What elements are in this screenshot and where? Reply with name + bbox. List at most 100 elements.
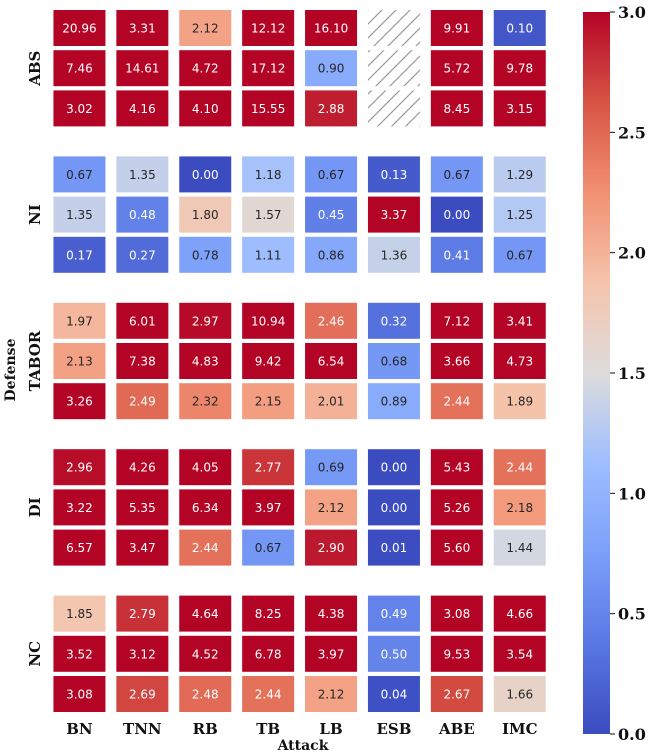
cell-value-label: 2.69 xyxy=(129,688,156,702)
cell-value-label: 3.15 xyxy=(506,102,533,116)
heatmap-cell xyxy=(493,302,546,339)
heatmap-cell xyxy=(493,676,546,712)
cell-value-label: 2.12 xyxy=(192,22,219,36)
colorbar-tick-label: 1.5 xyxy=(618,364,646,383)
cell-value-label: 2.44 xyxy=(506,461,533,475)
heatmap-cell xyxy=(242,449,295,486)
heatmap-cell xyxy=(493,10,546,46)
cell-value-label: 7.46 xyxy=(66,62,93,76)
heatmap-cell xyxy=(116,343,169,379)
cell-value-label: 1.89 xyxy=(506,395,533,409)
heatmap-cell xyxy=(493,156,546,193)
heatmap-cell xyxy=(305,595,358,632)
heatmap-cell xyxy=(367,156,420,193)
cell-value-label: 2.18 xyxy=(506,501,533,515)
heatmap-cell xyxy=(179,302,232,339)
heatmap-cell xyxy=(430,156,483,193)
x-tick-label: LB xyxy=(319,720,342,738)
heatmap-cell xyxy=(305,50,358,87)
cell-value-label: 5.72 xyxy=(443,62,470,76)
heatmap-cell xyxy=(430,343,483,379)
cell-value-label: 0.00 xyxy=(381,461,408,475)
cell-value-label: 0.90 xyxy=(318,62,345,76)
heatmap-cell xyxy=(179,595,232,632)
colorbar-tick-label: 0.0 xyxy=(618,725,646,744)
heatmap-cell xyxy=(430,50,483,87)
cell-value-label: 10.94 xyxy=(251,314,285,328)
colorbar-tick-label: 1.0 xyxy=(618,484,646,503)
cell-value-label: 9.91 xyxy=(443,22,470,36)
heatmap-cell xyxy=(53,635,106,672)
cell-value-label: 0.67 xyxy=(255,541,282,555)
heatmap-cell xyxy=(430,449,483,486)
heatmap-cell xyxy=(116,595,169,632)
cell-value-label: 0.67 xyxy=(443,168,470,182)
cell-value-label: 4.73 xyxy=(506,355,533,369)
heatmap-cell xyxy=(179,343,232,379)
heatmap-cell xyxy=(116,635,169,672)
cell-value-label: 0.48 xyxy=(129,208,156,222)
heatmap-cell xyxy=(430,10,483,46)
heatmap-cell xyxy=(242,10,295,46)
heatmap-cell xyxy=(367,196,420,233)
cell-value-label: 4.05 xyxy=(192,461,219,475)
cell-value-label: 6.57 xyxy=(66,541,93,555)
cell-value-label: 0.89 xyxy=(381,395,408,409)
heatmap-cell xyxy=(305,196,358,233)
heatmap-cell xyxy=(242,196,295,233)
heatmap-cell xyxy=(367,676,420,712)
colorbar-ticks: 0.0 0.5 1.0 1.5 2.0 2.5 3.0 xyxy=(610,3,646,744)
y-group-label: NI xyxy=(26,204,44,225)
cell-value-label: 3.52 xyxy=(66,647,93,661)
heatmap-cell xyxy=(305,383,358,420)
heatmap-cell xyxy=(242,50,295,87)
heatmap-cell xyxy=(53,50,106,87)
colorbar-tick-label: 2.5 xyxy=(618,123,646,142)
heatmap-cell xyxy=(305,635,358,672)
cell-value-label: 4.83 xyxy=(192,355,219,369)
cell-value-label: 2.49 xyxy=(129,395,156,409)
heatmap-cell xyxy=(116,50,169,87)
cell-value-label: 3.12 xyxy=(129,647,156,661)
heatmap-cell xyxy=(305,156,358,193)
heatmap-cell xyxy=(493,449,546,486)
heatmap-cell xyxy=(367,383,420,420)
heatmap-cell xyxy=(179,383,232,420)
cell-value-label: 8.45 xyxy=(443,102,470,116)
heatmap-cell xyxy=(53,196,106,233)
cell-value-label: 0.00 xyxy=(443,208,470,222)
heatmap-cell xyxy=(305,489,358,526)
heatmap-cell xyxy=(53,676,106,712)
heatmap-cell xyxy=(53,595,106,632)
heatmap-cell xyxy=(493,196,546,233)
cell-value-label: 0.01 xyxy=(381,541,408,555)
heatmap-cell xyxy=(305,10,358,46)
x-tick-label: TB xyxy=(256,720,280,738)
cell-value-label: 6.01 xyxy=(129,314,156,328)
cell-value-label: 0.45 xyxy=(318,208,345,222)
heatmap-cell xyxy=(53,156,106,193)
cell-value-label: 1.97 xyxy=(66,314,93,328)
heatmap-cell xyxy=(430,635,483,672)
heatmap-cell xyxy=(493,50,546,87)
heatmap-cell xyxy=(242,595,295,632)
cell-value-label: 2.32 xyxy=(192,395,219,409)
heatmap-cell xyxy=(367,236,420,273)
heatmap-cell xyxy=(179,529,232,566)
heatmap-cell xyxy=(430,383,483,420)
cell-value-label: 5.26 xyxy=(443,501,470,515)
cell-value-label: 0.04 xyxy=(381,688,408,702)
colorbar-gradient xyxy=(583,12,610,734)
cell-value-label: 2.88 xyxy=(318,102,345,116)
heatmap-cell xyxy=(430,236,483,273)
cell-value-label: 6.34 xyxy=(192,501,219,515)
cell-value-label: 2.96 xyxy=(66,461,93,475)
cell-value-label: 5.43 xyxy=(443,461,470,475)
cell-value-label: 1.25 xyxy=(506,208,533,222)
cell-value-label: 9.53 xyxy=(443,647,470,661)
heatmap-cell xyxy=(493,90,546,127)
heatmap-cell xyxy=(179,236,232,273)
heatmap-cell xyxy=(430,489,483,526)
heatmap-cell xyxy=(53,236,106,273)
cell-value-label: 9.42 xyxy=(255,355,282,369)
